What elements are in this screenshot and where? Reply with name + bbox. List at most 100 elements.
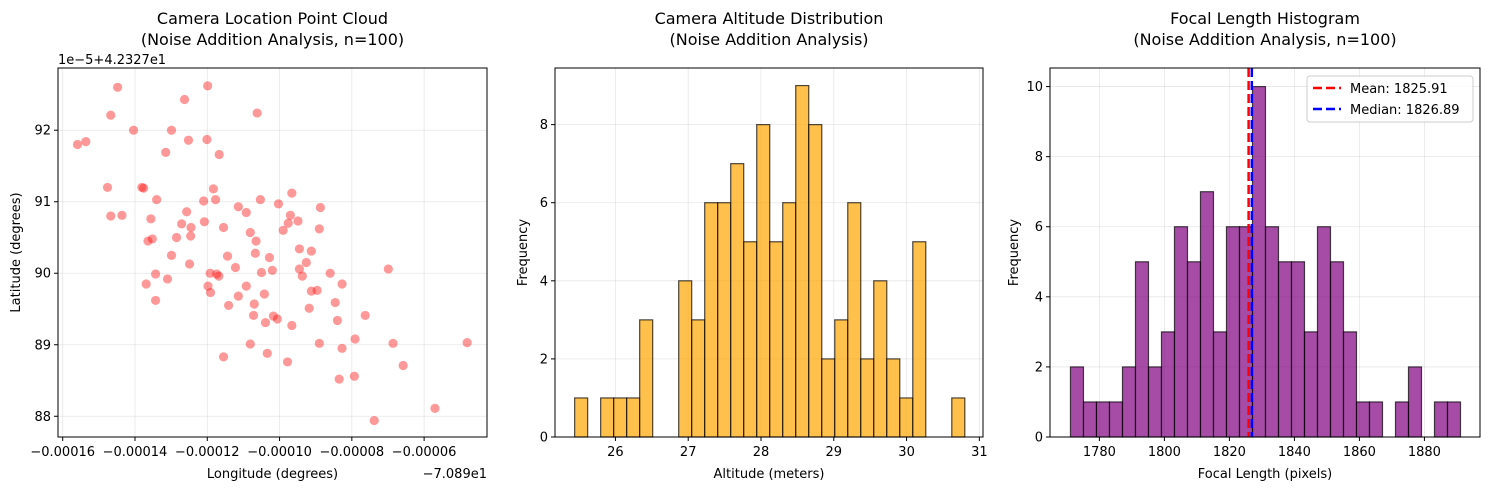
- scatter-point: [306, 246, 316, 256]
- scatter-point: [304, 303, 314, 313]
- scatter-point: [272, 314, 282, 324]
- histogram-bar: [613, 397, 628, 438]
- scatter-point: [166, 125, 177, 135]
- scatter-point: [314, 224, 324, 234]
- y-tick-label: 6: [540, 196, 548, 211]
- chart-title: (Noise Addition Analysis): [669, 30, 868, 49]
- x-tick-label: 1800: [1148, 445, 1181, 460]
- histogram-bar: [1199, 191, 1215, 438]
- scatter-point: [152, 194, 162, 205]
- y-tick-label: 91: [34, 195, 51, 210]
- histogram-bar: [1277, 261, 1293, 438]
- histogram-bar: [678, 280, 693, 438]
- scatter-point: [218, 352, 229, 362]
- histogram-bar: [860, 358, 875, 438]
- histogram-bar: [1121, 366, 1137, 438]
- histogram-bar: [782, 202, 797, 438]
- x-offset-label: −7.089e1: [423, 467, 487, 482]
- scatter-point: [314, 338, 324, 348]
- histogram-bar: [899, 397, 914, 438]
- scatter-point: [306, 286, 316, 296]
- scatter-point: [212, 269, 222, 279]
- histogram-bar: [1186, 261, 1202, 438]
- scatter-point: [294, 264, 305, 274]
- scatter-point: [72, 139, 83, 150]
- scatter-point: [256, 267, 267, 278]
- histogram-bar: [743, 241, 758, 438]
- scatter-point: [330, 297, 340, 308]
- x-tick-label: 26: [607, 445, 624, 460]
- scatter-point: [259, 289, 269, 299]
- histogram-bar: [639, 319, 654, 438]
- histogram-bar: [626, 397, 641, 438]
- histogram-bar: [1407, 366, 1423, 438]
- histogram-bar: [717, 202, 732, 438]
- scatter-point: [241, 207, 251, 218]
- scatter-point: [223, 300, 234, 311]
- scatter-point: [332, 315, 342, 326]
- scatter-point: [315, 202, 325, 213]
- scatter-point: [166, 250, 177, 260]
- y-tick-label: 4: [1035, 290, 1043, 305]
- scatter-point: [278, 225, 288, 235]
- histogram-bar: [1290, 261, 1306, 438]
- chart-title: Camera Altitude Distribution: [655, 9, 884, 28]
- histogram-bar: [1108, 401, 1124, 438]
- scatter-point: [199, 196, 209, 206]
- scatter-point: [177, 219, 187, 229]
- x-tick-label: 1860: [1343, 445, 1376, 460]
- histogram-bar: [1134, 261, 1150, 438]
- histogram-bar: [1160, 331, 1176, 438]
- scatter-point: [199, 217, 209, 227]
- histogram-bar: [808, 124, 823, 438]
- scatter-point: [369, 415, 379, 426]
- histogram-bar: [574, 397, 589, 438]
- chart-title: Camera Location Point Cloud: [157, 9, 388, 28]
- histogram-bar: [769, 241, 784, 438]
- histogram-bar: [886, 358, 901, 438]
- y-tick-label: 4: [540, 274, 548, 289]
- x-tick-label: −0.00008: [320, 445, 385, 460]
- scatter-point: [462, 338, 472, 348]
- scatter-point: [337, 279, 347, 289]
- scatter-point: [150, 295, 161, 306]
- scatter-point: [147, 234, 157, 244]
- histogram-bar: [730, 163, 745, 438]
- x-axis-label: Focal Length (pixels): [1198, 467, 1332, 482]
- chart-1: 26 27 28 29 30 31 0 2 4 6 8 Altitude (meters) Freque…: [516, 9, 988, 482]
- histogram-bar: [1368, 401, 1384, 438]
- histogram-bar: [691, 319, 706, 438]
- y-tick-label: 6: [1035, 220, 1043, 235]
- histogram-bar: [1082, 401, 1098, 438]
- y-tick-label: 0: [1035, 431, 1043, 446]
- scatter-point: [113, 82, 123, 92]
- x-tick-label: 1780: [1083, 445, 1116, 460]
- y-tick-label: 92: [34, 124, 51, 139]
- histogram-bar: [1394, 401, 1410, 438]
- histogram-bar: [1446, 401, 1462, 438]
- y-tick-label: 0: [540, 431, 548, 446]
- y-tick-label: 2: [1035, 360, 1043, 375]
- y-offset-label: 1e−5+4.2327e1: [58, 53, 166, 68]
- scatter-point: [214, 149, 224, 160]
- scatter-point: [143, 236, 153, 246]
- histogram-bar: [704, 202, 719, 438]
- y-tick-label: 88: [34, 410, 51, 425]
- scatter-point: [222, 251, 233, 261]
- histogram-bar: [1329, 261, 1345, 438]
- scatter-point: [205, 268, 215, 278]
- histogram-bar: [847, 202, 862, 438]
- scatter-point: [273, 199, 284, 209]
- scatter-point: [214, 271, 224, 281]
- chart-title: Focal Length Histogram: [1170, 9, 1360, 28]
- x-axis-label: Longitude (degrees): [207, 467, 338, 482]
- scatter-point: [233, 202, 243, 212]
- x-tick-label: −0.00006: [392, 445, 457, 460]
- scatter-point: [182, 207, 192, 217]
- scatter-point: [205, 287, 216, 298]
- axes-frame: [554, 67, 984, 438]
- legend-label: Mean: 1825.91: [1350, 82, 1448, 97]
- scatter-point: [106, 211, 116, 221]
- scatter-point: [146, 214, 156, 224]
- chart-title: (Noise Addition Analysis, n=100): [141, 30, 404, 49]
